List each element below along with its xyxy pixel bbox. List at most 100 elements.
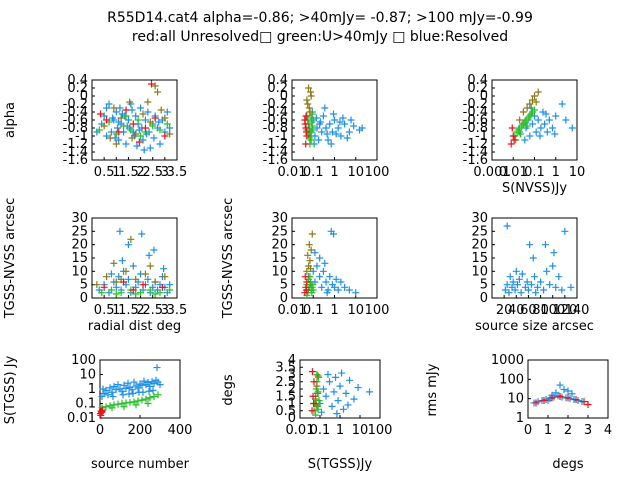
data-point-red bbox=[302, 128, 310, 136]
y-axis-label: rms mJy bbox=[425, 363, 440, 416]
x-tick-label: 4 bbox=[604, 423, 612, 438]
x-tick-label: 100 bbox=[540, 303, 565, 318]
data-point-blue bbox=[118, 387, 126, 395]
data-point-olive bbox=[313, 382, 321, 390]
data-point-blue bbox=[561, 227, 569, 235]
data-point-blue bbox=[344, 401, 352, 409]
data-point-olive bbox=[303, 267, 311, 275]
data-point-blue bbox=[115, 118, 123, 126]
data-point-green bbox=[132, 401, 140, 409]
y-tick-label: 20 bbox=[271, 238, 288, 253]
data-point-blue bbox=[160, 265, 168, 273]
data-point-green bbox=[149, 122, 157, 130]
data-point-blue bbox=[104, 391, 112, 399]
data-point-blue bbox=[156, 381, 164, 389]
y-tick-label: -1 bbox=[275, 129, 288, 144]
y-tick-label: 15 bbox=[471, 251, 488, 266]
data-point-blue bbox=[140, 377, 148, 385]
data-point-blue bbox=[330, 388, 338, 396]
y-tick-label: -0.6 bbox=[463, 113, 488, 128]
data-point-red bbox=[564, 394, 572, 402]
x-axis-label: source size arcsec bbox=[475, 319, 594, 334]
data-point-olive bbox=[127, 235, 135, 243]
data-point-blue bbox=[341, 283, 349, 291]
data-point-blue bbox=[331, 116, 338, 124]
data-point-blue bbox=[343, 134, 351, 142]
y-axis-label: TGSS-NVSS arcsec bbox=[3, 198, 18, 320]
data-point-green bbox=[517, 130, 525, 138]
y-tick-label: 1.5 bbox=[275, 389, 296, 404]
data-point-blue bbox=[119, 391, 127, 399]
y-tick-label: -0.8 bbox=[263, 121, 288, 136]
data-point-blue bbox=[337, 132, 345, 140]
x-tick-label: 1 bbox=[330, 303, 338, 318]
y-tick-label: 10 bbox=[271, 264, 288, 279]
data-point-blue bbox=[511, 286, 519, 294]
x-tick-label: 0.01 bbox=[278, 303, 307, 318]
data-point-blue bbox=[135, 388, 143, 396]
data-point-blue bbox=[521, 136, 529, 144]
x-tick-label: 120 bbox=[552, 303, 577, 318]
data-point-blue bbox=[330, 230, 338, 238]
data-point-red bbox=[302, 140, 310, 148]
data-point-blue bbox=[134, 384, 142, 392]
x-tick-label: 0.001 bbox=[473, 165, 510, 180]
y-axis-label: alpha bbox=[3, 102, 18, 138]
data-point-olive bbox=[144, 98, 152, 106]
data-point-green bbox=[117, 289, 125, 297]
data-point-olive bbox=[100, 122, 108, 130]
data-point-olive bbox=[106, 134, 114, 142]
data-point-red bbox=[540, 397, 548, 405]
data-point-olive bbox=[304, 100, 312, 108]
data-point-blue bbox=[501, 286, 509, 294]
data-point-blue bbox=[328, 402, 336, 410]
y-tick-label: 0.2 bbox=[467, 81, 488, 96]
x-tick-label: 2 bbox=[564, 423, 572, 438]
data-point-green bbox=[138, 396, 146, 404]
data-point-red bbox=[510, 136, 518, 144]
y-tick-label: 5 bbox=[80, 278, 88, 293]
x-tick-label: 200 bbox=[128, 423, 153, 438]
data-point-red bbox=[158, 283, 166, 291]
data-point-red bbox=[580, 398, 588, 406]
y-tick-label: -0.8 bbox=[463, 121, 488, 136]
x-tick-label: 100 bbox=[365, 165, 390, 180]
data-point-green bbox=[523, 122, 531, 130]
data-point-blue bbox=[337, 278, 345, 286]
data-point-green bbox=[137, 289, 145, 297]
x-tick-label: 1 bbox=[330, 165, 338, 180]
y-tick-label: 100 bbox=[71, 353, 96, 368]
data-point-blue bbox=[552, 389, 560, 397]
data-point-blue bbox=[528, 120, 536, 128]
y-tick-label: -0.6 bbox=[263, 113, 288, 128]
data-point-green bbox=[95, 126, 103, 134]
y-tick-label: 100 bbox=[499, 372, 524, 387]
data-point-blue bbox=[326, 120, 334, 128]
data-point-olive bbox=[307, 88, 315, 96]
data-point-olive bbox=[146, 118, 154, 126]
data-point-green bbox=[137, 132, 145, 140]
data-point-blue bbox=[564, 387, 572, 395]
data-point-blue bbox=[116, 227, 124, 235]
data-point-blue bbox=[536, 132, 544, 140]
data-point-blue bbox=[366, 388, 374, 396]
data-point-blue bbox=[552, 283, 560, 291]
data-point-blue bbox=[332, 373, 340, 381]
data-point-red bbox=[98, 408, 106, 416]
data-point-olive bbox=[151, 82, 159, 90]
data-point-blue bbox=[332, 275, 340, 283]
data-point-olive bbox=[308, 230, 316, 238]
data-point-blue bbox=[129, 262, 137, 270]
data-point-blue bbox=[358, 124, 366, 132]
y-tick-label: -1.4 bbox=[263, 145, 288, 160]
y-tick-label: -1 bbox=[475, 129, 488, 144]
panel-grid: 0.511.522.533.50.40.20-0.2-0.4-0.6-0.8-1… bbox=[3, 73, 612, 472]
data-point-olive bbox=[112, 278, 120, 286]
data-point-blue bbox=[558, 100, 566, 108]
data-point-red bbox=[508, 124, 516, 132]
data-point-olive bbox=[146, 262, 154, 270]
data-point-blue bbox=[133, 142, 141, 150]
data-point-blue bbox=[313, 262, 321, 270]
